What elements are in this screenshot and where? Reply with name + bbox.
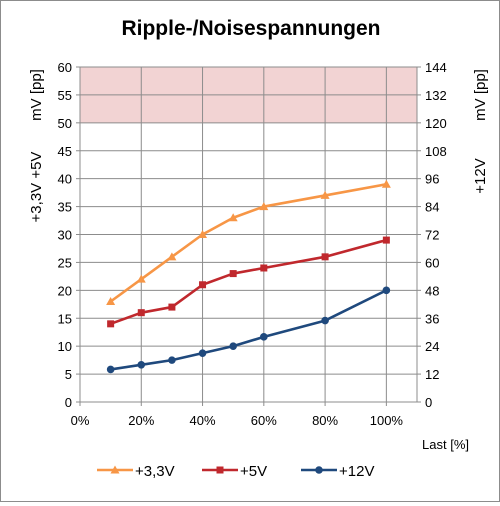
data-point-12v xyxy=(198,349,207,357)
legend: +3,3V +5V +12V xyxy=(97,463,374,480)
grid-layer xyxy=(79,66,417,403)
y-left-tick-label: 25 xyxy=(58,255,72,270)
y-left-tick-label: 5 xyxy=(65,367,72,382)
y-left-tick-label: 30 xyxy=(58,228,72,243)
data-point-12v xyxy=(321,316,329,325)
data-point-33v xyxy=(381,179,391,188)
data-point-33v xyxy=(106,297,116,305)
tick-label-layer: 0 5 10 15 20 25 30 35 40 45 50 55 60 0 12 24 36 48 60 72 84 9… xyxy=(28,60,489,428)
x-tick-label: 20% xyxy=(128,413,154,428)
x-tick-label: 0% xyxy=(71,413,90,428)
data-point-5v xyxy=(321,253,329,261)
data-point-33v xyxy=(228,213,238,222)
y-left-tick-label: 40 xyxy=(58,172,72,187)
data-point-5v xyxy=(137,309,145,317)
y-right-title-series: +12V xyxy=(472,158,489,193)
x-tick-label: 100% xyxy=(370,413,404,428)
data-point-5v xyxy=(229,270,237,278)
y-right-tick-label: 60 xyxy=(425,255,439,270)
x-axis-title: Last [%] xyxy=(422,437,469,452)
legend-label-12v: +12V xyxy=(339,463,374,480)
y-right-tick-label: 36 xyxy=(425,311,439,326)
data-point-5v xyxy=(107,320,115,328)
data-point-5v xyxy=(168,303,176,311)
data-point-33v xyxy=(259,202,269,211)
data-point-33v xyxy=(198,230,208,238)
x-tick-label: 80% xyxy=(312,413,338,428)
legend-marker-33v xyxy=(110,465,120,474)
y-right-tick-label: 108 xyxy=(425,144,447,159)
legend-label-33v: +3,3V xyxy=(135,463,175,480)
plot-area-border xyxy=(79,66,418,403)
data-point-5v xyxy=(260,264,268,272)
legend-label-5v: +5V xyxy=(240,463,267,480)
y-left-tick-label: 60 xyxy=(58,60,72,75)
series-line-12v xyxy=(110,289,387,371)
legend-marker-5v xyxy=(216,466,224,474)
y-right-tick-label: 24 xyxy=(425,339,439,354)
data-point-33v xyxy=(136,274,146,283)
x-tick-label: 40% xyxy=(190,413,216,428)
y-right-tick-label: 48 xyxy=(425,283,439,298)
y-right-tick-label: 96 xyxy=(425,172,439,187)
data-point-12v xyxy=(229,342,237,350)
data-point-12v xyxy=(106,365,115,374)
y-left-tick-label: 35 xyxy=(58,200,72,215)
y-right-tick-label: 120 xyxy=(425,116,447,131)
data-point-12v xyxy=(168,356,176,364)
y-left-tick-label: 55 xyxy=(58,88,72,103)
y-right-tick-label: 12 xyxy=(425,367,439,382)
axis-layer xyxy=(76,66,421,406)
y-right-tick-label: 84 xyxy=(425,200,439,215)
y-right-tick-label: 72 xyxy=(425,228,439,243)
y-left-title-series: +3,3V +5V xyxy=(28,152,45,223)
y-left-tick-label: 45 xyxy=(58,144,72,159)
y-left-title-unit: mV [pp] xyxy=(28,69,45,121)
y-left-tick-label: 0 xyxy=(65,395,72,410)
data-point-5v xyxy=(199,281,207,289)
y-left-tick-label: 10 xyxy=(58,339,72,354)
data-point-33v xyxy=(167,252,177,261)
legend-marker-12v xyxy=(315,466,323,474)
y-right-tick-label: 144 xyxy=(425,60,447,75)
data-point-5v xyxy=(382,236,390,244)
series-line-33v xyxy=(109,182,387,303)
y-right-title-unit: mV [pp] xyxy=(472,69,489,121)
y-left-tick-label: 50 xyxy=(58,116,72,131)
data-point-12v xyxy=(137,360,146,369)
y-right-tick-label: 0 xyxy=(425,395,432,410)
data-point-12v xyxy=(382,286,391,295)
y-left-tick-label: 20 xyxy=(58,283,72,298)
y-left-tick-label: 15 xyxy=(58,311,72,326)
y-right-tick-label: 132 xyxy=(425,88,447,103)
series-line-5v xyxy=(110,238,387,326)
data-point-12v xyxy=(260,333,268,341)
x-tick-label: 60% xyxy=(251,413,277,428)
series-layer xyxy=(106,179,391,374)
chart-title: Ripple-/Noisespannungen xyxy=(121,17,380,40)
data-point-33v xyxy=(320,190,330,199)
